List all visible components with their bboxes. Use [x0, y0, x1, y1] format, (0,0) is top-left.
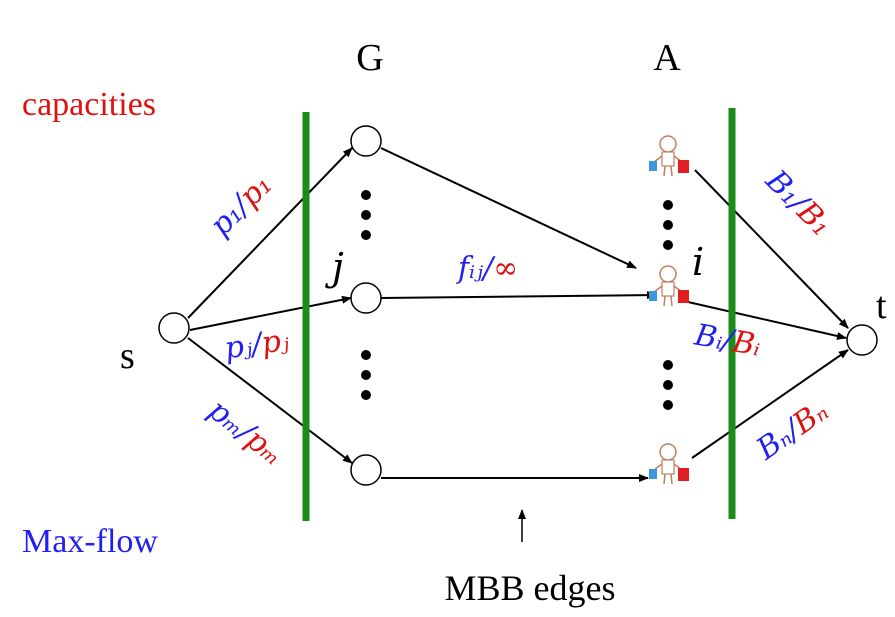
edges [188, 148, 848, 478]
flow: fᵢⱼ [456, 251, 483, 286]
edge-label: pⱼ/pⱼ [222, 323, 291, 367]
sink-label: t [876, 285, 887, 327]
set-label: G [356, 37, 383, 79]
capacity: ∞ [493, 251, 518, 286]
edge-label: B₁/B₁ [758, 163, 839, 244]
edge-label: p₁/p₁ [203, 167, 279, 243]
ellipsis-dots [361, 190, 673, 410]
max-flow-label: Max-flow [22, 523, 158, 560]
diagram: G A capacities Max-flow s t j i MBB edge… [0, 0, 895, 617]
edge-label: pₘ/pₘ [201, 392, 290, 472]
index-label: j [325, 245, 344, 289]
edge-label: Bᵢ/Bᵢ [691, 317, 763, 363]
edge-label: fᵢⱼ/∞ [456, 251, 518, 286]
capacity: pⱼ [259, 323, 291, 361]
capacity: Bᵢ [729, 324, 764, 364]
mbb-edges-label: MBB edges [445, 568, 616, 608]
capacities-label: capacities [22, 86, 156, 123]
edge-label: Bₙ/Bₙ [750, 393, 835, 467]
index-label: i [692, 240, 704, 284]
source-label: s [120, 335, 135, 377]
set-label: A [653, 37, 681, 79]
